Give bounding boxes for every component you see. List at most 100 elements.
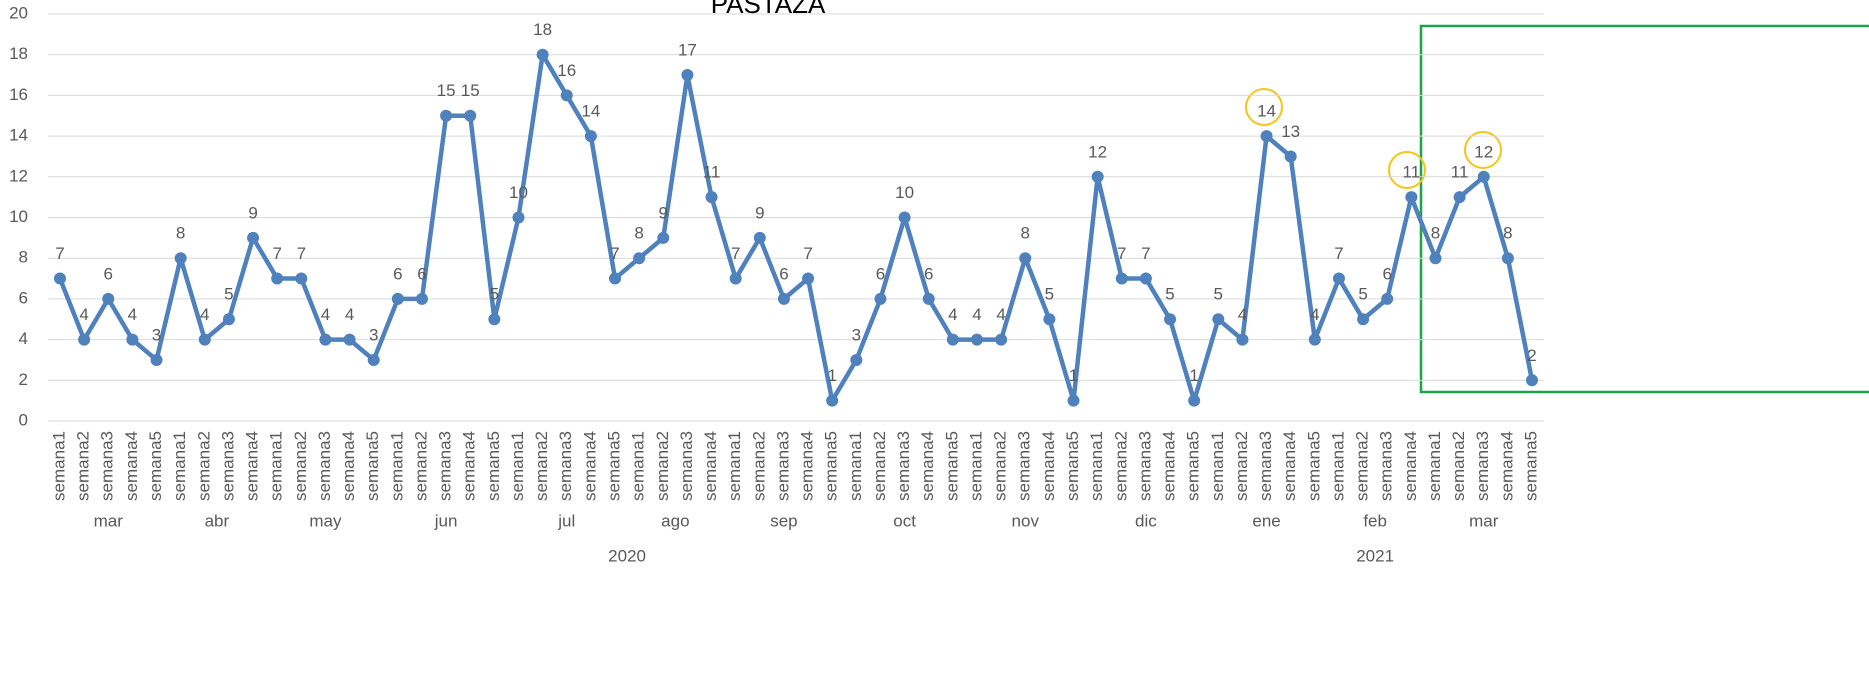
x-tick-label: semana1 [846, 431, 865, 501]
x-tick-label: semana4 [918, 431, 937, 501]
x-tick-label: semana4 [243, 431, 262, 501]
data-label: 7 [803, 244, 812, 263]
x-tick-label: semana4 [339, 431, 358, 501]
data-label: 3 [152, 325, 161, 344]
data-point [150, 353, 163, 366]
data-point [1236, 333, 1249, 346]
data-point [174, 252, 187, 265]
data-label: 3 [369, 325, 378, 344]
month-label: nov [1012, 511, 1040, 530]
data-point [78, 333, 91, 346]
data-point [54, 272, 66, 285]
x-tick-label: semana1 [966, 431, 985, 501]
x-tick-label: semana5 [822, 431, 841, 501]
y-tick-label: 18 [9, 44, 28, 63]
data-label: 1 [1069, 366, 1078, 385]
data-label: 7 [297, 244, 306, 263]
data-label: 6 [876, 264, 885, 283]
data-label: 1 [827, 366, 836, 385]
x-tick-label: semana4 [701, 431, 720, 501]
data-label: 14 [581, 102, 600, 121]
data-label: 5 [1358, 285, 1367, 304]
month-label: mar [1469, 511, 1499, 530]
data-point [1043, 313, 1056, 326]
data-point [584, 130, 597, 143]
x-tick-label: semana1 [508, 431, 527, 501]
data-label: 4 [321, 305, 330, 324]
month-label: dic [1135, 511, 1157, 530]
chart-title: PASTAZA [711, 0, 826, 19]
month-label: mar [94, 511, 124, 530]
data-label: 15 [461, 81, 480, 100]
x-tick-label: semana2 [1232, 431, 1251, 501]
data-label: 9 [659, 203, 668, 222]
x-tick-label: semana3 [218, 431, 237, 501]
data-point [1019, 252, 1032, 265]
x-tick-label: semana1 [1087, 431, 1106, 501]
x-tick-label: semana5 [146, 431, 165, 501]
y-tick-label: 20 [9, 3, 28, 22]
y-tick-label: 10 [9, 207, 28, 226]
data-point [1308, 333, 1321, 346]
x-tick-label: semana3 [677, 431, 696, 501]
x-tick-label: semana5 [942, 431, 961, 501]
data-point [1115, 272, 1128, 285]
data-point [729, 272, 742, 285]
x-tick-label: semana5 [1521, 431, 1540, 501]
data-point [1284, 150, 1297, 163]
x-tick-label: semana4 [1280, 431, 1299, 501]
data-label: 7 [1334, 244, 1343, 263]
data-point [440, 109, 453, 122]
x-tick-label: semana1 [170, 431, 189, 501]
year-label: 2020 [608, 546, 646, 565]
x-tick-label: semana2 [1111, 431, 1130, 501]
data-label: 4 [972, 305, 981, 324]
x-tick-label: semana5 [605, 431, 624, 501]
data-point [560, 89, 573, 102]
data-point [922, 292, 935, 305]
x-tick-label: semana1 [1425, 431, 1444, 501]
data-point [1477, 170, 1490, 183]
data-label: 6 [1382, 264, 1391, 283]
data-label: 6 [393, 264, 402, 283]
x-tick-label: semana3 [98, 431, 117, 501]
x-tick-label: semana2 [74, 431, 93, 501]
y-tick-label: 16 [9, 85, 28, 104]
x-tick-label: semana2 [1353, 431, 1372, 501]
data-label: 6 [924, 264, 933, 283]
data-point [777, 292, 790, 305]
x-tick-label: semana1 [1208, 431, 1227, 501]
data-point [1139, 272, 1152, 285]
data-label: 4 [996, 305, 1005, 324]
month-label: may [309, 511, 342, 530]
data-point [1332, 272, 1345, 285]
x-tick-label: semana4 [1497, 431, 1516, 501]
x-tick-label: semana4 [122, 431, 141, 501]
month-label: jul [557, 511, 575, 530]
x-tick-label: semana4 [1401, 431, 1420, 501]
highlight-circle [1464, 131, 1502, 169]
data-label: 11 [1403, 163, 1421, 182]
data-label: 8 [634, 224, 643, 243]
data-label: 6 [779, 264, 788, 283]
data-label: 10 [895, 183, 914, 202]
data-label: 18 [533, 20, 552, 39]
y-tick-label: 0 [19, 410, 28, 429]
data-point [1212, 313, 1225, 326]
data-point [1188, 394, 1201, 407]
series-line [57, 52, 1535, 403]
x-tick-label: semana3 [315, 431, 334, 501]
data-label: 5 [224, 285, 233, 304]
x-tick-label: semana2 [291, 431, 310, 501]
data-point [1405, 191, 1418, 204]
x-tick-label: semana1 [1328, 431, 1347, 501]
x-tick-label: semana4 [798, 431, 817, 501]
data-label: 8 [1431, 224, 1440, 243]
data-point [343, 333, 356, 346]
data-label: 17 [678, 41, 697, 60]
x-tick-label: semana1 [49, 431, 68, 501]
data-point [898, 211, 911, 224]
data-point [705, 191, 718, 204]
x-tick-label: semana2 [653, 431, 672, 501]
data-label: 5 [1165, 285, 1174, 304]
